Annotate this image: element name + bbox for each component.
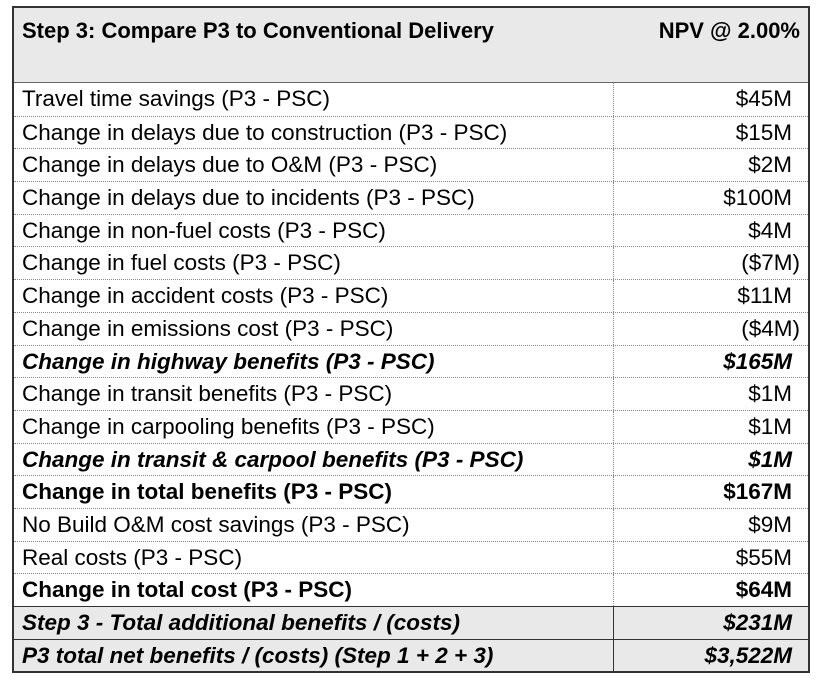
row-value: $165M bbox=[723, 348, 792, 374]
row-value: $1M bbox=[748, 381, 792, 407]
table-header: Step 3: Compare P3 to Conventional Deliv… bbox=[14, 8, 808, 83]
row-label: Change in accident costs (P3 - PSC) bbox=[14, 280, 614, 312]
row-value: $11M bbox=[737, 283, 792, 309]
row-label: Change in delays due to incidents (P3 - … bbox=[14, 182, 614, 214]
row-value: $1M bbox=[748, 413, 792, 439]
table-row: Change in transit benefits (P3 - PSC) $1M bbox=[14, 377, 808, 410]
row-label: Real costs (P3 - PSC) bbox=[14, 541, 614, 574]
row-label: Change in transit & carpool benefits (P3… bbox=[14, 443, 614, 476]
table-title: Step 3: Compare P3 to Conventional Deliv… bbox=[22, 18, 494, 43]
row-value: $15M bbox=[735, 119, 792, 145]
row-label: Step 3 - Total additional benefits / (co… bbox=[14, 607, 614, 639]
table-row: No Build O&M cost savings (P3 - PSC) $9M bbox=[14, 507, 808, 541]
row-label: Change in delays due to O&M (P3 - PSC) bbox=[14, 149, 614, 182]
row-value: $2M bbox=[748, 152, 792, 178]
table-row: Change in delays due to O&M (P3 - PSC) $2… bbox=[14, 148, 808, 182]
row-label: Change in total cost (P3 - PSC) bbox=[14, 574, 614, 606]
row-value: $9M bbox=[748, 511, 792, 537]
table-row: Change in total benefits (P3 - PSC) $167M bbox=[14, 475, 808, 508]
row-label: Travel time savings (P3 - PSC) bbox=[14, 83, 614, 116]
table-row: Change in non-fuel costs (P3 - PSC) $4M bbox=[14, 213, 808, 247]
row-label: Change in highway benefits (P3 - PSC) bbox=[14, 345, 614, 378]
row-value: $100M bbox=[723, 185, 792, 211]
table-row: Step 3 - Total additional benefits / (co… bbox=[14, 606, 808, 639]
row-value: $3,522M bbox=[704, 642, 792, 668]
row-label: Change in total benefits (P3 - PSC) bbox=[14, 476, 614, 508]
row-value: $1M bbox=[748, 446, 792, 472]
table-row: Change in delays due to incidents (P3 - … bbox=[14, 181, 808, 214]
row-value: $64M bbox=[735, 577, 792, 603]
row-label: Change in emissions cost (P3 - PSC) bbox=[14, 312, 614, 345]
table-row: Change in total cost (P3 - PSC) $64M bbox=[14, 573, 808, 606]
table-row: Change in emissions cost (P3 - PSC) ($4M) bbox=[14, 311, 808, 345]
table-row: Change in accident costs (P3 - PSC) $11M bbox=[14, 279, 808, 312]
table-body: Travel time savings (P3 - PSC) $45M Change… bbox=[14, 83, 808, 672]
table-row: P3 total net benefits / (costs) (Step 1 … bbox=[14, 638, 808, 672]
row-label: Change in carpooling benefits (P3 - PSC) bbox=[14, 410, 614, 443]
row-value: $231M bbox=[723, 610, 792, 635]
row-value: $55M bbox=[735, 544, 792, 570]
row-value: $4M bbox=[748, 217, 792, 243]
row-label: Change in transit benefits (P3 - PSC) bbox=[14, 378, 614, 410]
table-row: Change in delays due to construction (P3… bbox=[14, 115, 808, 149]
npv-column-heading: NPV @ 2.00% bbox=[658, 18, 800, 43]
row-value: $45M bbox=[735, 86, 792, 111]
row-value: ($7M) bbox=[741, 250, 800, 276]
table-row: Travel time savings (P3 - PSC) $45M bbox=[14, 83, 808, 116]
row-label: No Build O&M cost savings (P3 - PSC) bbox=[14, 508, 614, 541]
table-row: Real costs (P3 - PSC) $55M bbox=[14, 540, 808, 574]
table-row: Change in carpooling benefits (P3 - PSC)… bbox=[14, 409, 808, 443]
row-value: $167M bbox=[723, 479, 792, 505]
row-label: Change in non-fuel costs (P3 - PSC) bbox=[14, 214, 614, 247]
table-row: Change in highway benefits (P3 - PSC) $16… bbox=[14, 344, 808, 378]
row-label: Change in fuel costs (P3 - PSC) bbox=[14, 247, 614, 280]
table-row: Change in transit & carpool benefits (P3… bbox=[14, 442, 808, 476]
npv-comparison-table: Step 3: Compare P3 to Conventional Deliv… bbox=[12, 6, 810, 674]
table-row: Change in fuel costs (P3 - PSC) ($7M) bbox=[14, 246, 808, 280]
row-label: P3 total net benefits / (costs) (Step 1 … bbox=[14, 639, 614, 672]
row-value: ($4M) bbox=[741, 315, 800, 341]
row-label: Change in delays due to construction (P3… bbox=[14, 116, 614, 149]
